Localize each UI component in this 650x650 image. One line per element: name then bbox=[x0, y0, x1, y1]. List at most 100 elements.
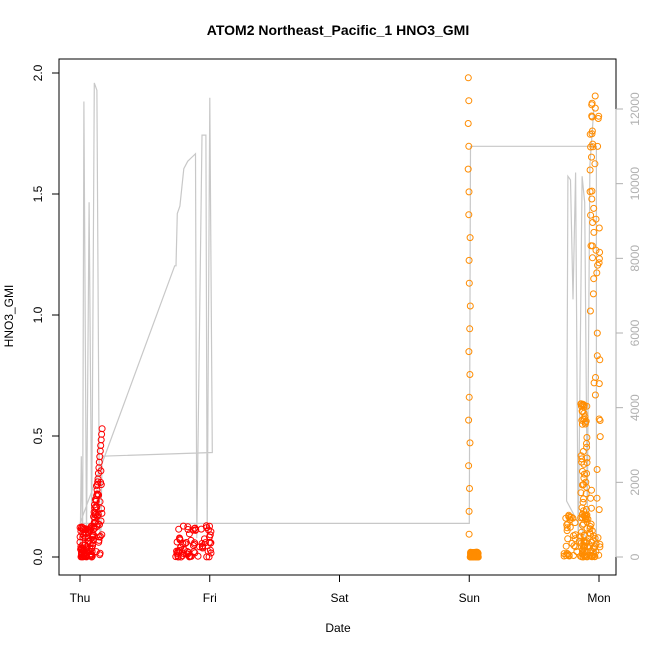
data-point bbox=[466, 302, 474, 310]
data-point bbox=[466, 325, 474, 333]
data-point bbox=[580, 401, 588, 409]
data-point bbox=[596, 248, 604, 256]
data-point bbox=[589, 548, 597, 556]
data-point bbox=[593, 466, 601, 473]
data-point bbox=[588, 195, 596, 203]
data-point bbox=[591, 160, 599, 168]
data-point bbox=[577, 489, 585, 497]
data-point bbox=[579, 511, 586, 519]
data-point bbox=[592, 246, 600, 254]
data-point bbox=[580, 474, 588, 482]
data-point bbox=[563, 549, 571, 557]
data-point bbox=[79, 547, 87, 555]
data-point bbox=[589, 552, 597, 560]
data-point bbox=[184, 523, 192, 531]
y-tick-label: 0.5 bbox=[31, 427, 45, 444]
data-point bbox=[181, 540, 189, 548]
data-point bbox=[596, 540, 604, 548]
data-point bbox=[586, 166, 594, 174]
data-point bbox=[588, 130, 596, 138]
data-point bbox=[201, 539, 209, 547]
data-point bbox=[594, 534, 602, 542]
data-point bbox=[96, 549, 104, 557]
data-point bbox=[577, 400, 585, 408]
data-point bbox=[595, 380, 603, 388]
data-point bbox=[579, 448, 587, 455]
data-point bbox=[581, 547, 589, 554]
data-point bbox=[184, 526, 192, 533]
data-point bbox=[95, 536, 103, 544]
data-point bbox=[588, 112, 596, 120]
data-point bbox=[578, 528, 585, 536]
data-point bbox=[583, 434, 591, 441]
data-point bbox=[96, 498, 104, 506]
series-2 bbox=[464, 74, 604, 561]
data-point bbox=[594, 115, 602, 122]
x-tick-label: Sat bbox=[330, 591, 349, 605]
data-point bbox=[582, 538, 590, 546]
y2-tick-label: 0 bbox=[628, 553, 642, 560]
data-point bbox=[582, 490, 590, 498]
data-point bbox=[586, 525, 594, 533]
data-point bbox=[562, 542, 570, 550]
data-point bbox=[466, 234, 474, 242]
data-point bbox=[593, 329, 601, 337]
y2-tick-label: 6000 bbox=[628, 319, 642, 346]
data-point bbox=[97, 517, 105, 525]
data-point bbox=[591, 391, 599, 399]
data-point bbox=[587, 211, 595, 219]
data-point bbox=[564, 535, 572, 543]
data-point bbox=[587, 504, 595, 512]
data-point bbox=[465, 142, 473, 150]
data-point bbox=[589, 143, 597, 151]
data-point bbox=[465, 462, 473, 470]
data-point bbox=[566, 513, 574, 521]
data-point bbox=[578, 455, 586, 463]
data-point bbox=[582, 506, 590, 513]
data-point bbox=[575, 537, 583, 545]
data-point bbox=[588, 187, 596, 195]
data-point bbox=[469, 550, 477, 557]
data-point bbox=[586, 307, 594, 315]
data-point bbox=[595, 224, 603, 232]
data-point bbox=[93, 503, 101, 511]
data-point bbox=[76, 538, 84, 546]
data-point bbox=[465, 393, 473, 401]
data-point bbox=[589, 140, 597, 148]
y-axis-label: HNO3_GMI bbox=[2, 285, 16, 348]
data-point bbox=[565, 551, 573, 559]
data-point bbox=[207, 528, 215, 536]
data-point bbox=[593, 269, 601, 277]
data-point bbox=[596, 433, 604, 441]
data-point bbox=[179, 522, 187, 530]
data-point bbox=[587, 242, 595, 250]
y-tick-label: 2.0 bbox=[31, 64, 45, 81]
plot-layer bbox=[76, 74, 604, 561]
series-1 bbox=[76, 425, 215, 561]
x-tick-label: Thu bbox=[70, 591, 91, 605]
data-point bbox=[580, 495, 587, 503]
data-point bbox=[464, 165, 472, 173]
data-point bbox=[97, 467, 105, 475]
data-point bbox=[93, 490, 101, 498]
data-point bbox=[583, 513, 590, 521]
data-point bbox=[98, 509, 106, 517]
y-tick-label: 0.0 bbox=[31, 548, 45, 565]
data-point bbox=[189, 526, 197, 534]
data-point bbox=[464, 120, 472, 127]
data-point bbox=[588, 127, 596, 135]
data-point bbox=[185, 548, 193, 556]
data-point bbox=[464, 74, 472, 82]
data-point bbox=[466, 371, 474, 378]
data-point bbox=[590, 275, 598, 283]
data-point bbox=[587, 494, 595, 502]
data-point bbox=[194, 552, 202, 560]
data-point bbox=[578, 407, 586, 415]
data-point bbox=[596, 417, 604, 424]
data-point bbox=[589, 532, 597, 540]
data-point bbox=[465, 348, 473, 356]
data-point bbox=[571, 519, 579, 527]
data-point bbox=[469, 553, 477, 561]
